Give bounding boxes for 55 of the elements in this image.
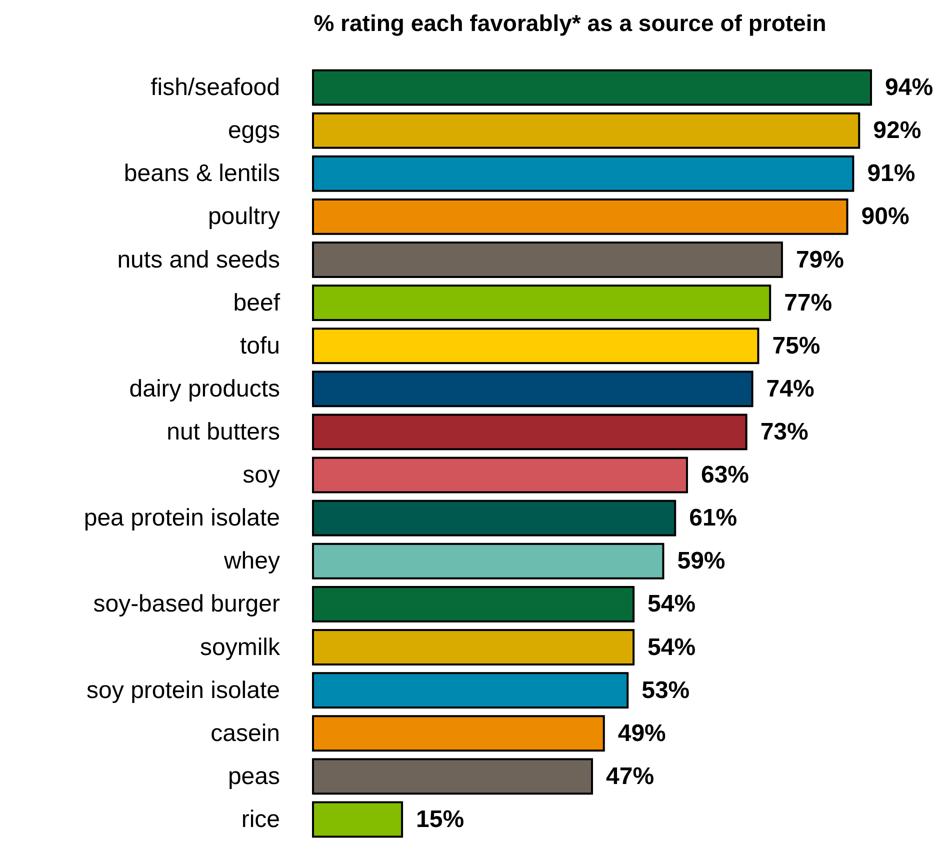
data-label: 61% (689, 504, 738, 532)
y-tick-label: rice (241, 806, 280, 833)
y-tick-label: whey (222, 548, 280, 575)
y-tick-label: fish/seafood (150, 74, 280, 102)
y-tick-label: beans & lentils (124, 160, 280, 188)
y-tick-label: eggs (228, 117, 280, 144)
bar (312, 672, 629, 709)
data-label: 49% (618, 720, 666, 747)
data-label: 75% (772, 332, 820, 360)
y-tick-label: beef (233, 289, 280, 316)
data-label: 15% (416, 806, 464, 833)
data-label: 47% (606, 762, 654, 790)
y-tick-label: soy-based burger (93, 590, 280, 618)
data-label: 79% (796, 246, 844, 274)
y-tick-label: nut butters (166, 418, 280, 446)
data-label: 54% (648, 590, 696, 618)
y-tick-label: tofu (240, 332, 280, 360)
bar (312, 414, 748, 450)
bar (312, 629, 635, 666)
bar (312, 542, 664, 580)
y-tick-label: peas (228, 762, 280, 790)
y-tick-label: poultry (208, 203, 280, 230)
bar (312, 112, 860, 149)
bar (312, 284, 772, 322)
data-label: 59% (677, 548, 726, 575)
data-label: 73% (760, 418, 808, 446)
bar (312, 69, 872, 106)
data-label: 90% (861, 203, 910, 230)
bar (312, 242, 783, 278)
data-label: 53% (642, 676, 690, 704)
bar (312, 198, 848, 235)
y-tick-label: soy protein isolate (86, 676, 280, 704)
data-label: 94% (885, 74, 934, 102)
data-label: 74% (766, 375, 814, 402)
bar (312, 370, 754, 408)
y-tick-label: dairy products (129, 375, 280, 402)
bar (312, 758, 593, 795)
data-label: 77% (784, 289, 832, 316)
data-label: 54% (648, 634, 696, 661)
data-label: 63% (700, 462, 750, 489)
bar (312, 715, 605, 752)
y-tick-label: soymilk (200, 634, 281, 661)
y-tick-label: nuts and seeds (117, 246, 280, 274)
bar (312, 801, 404, 838)
y-tick-label: casein (210, 720, 280, 747)
y-tick-label: soy (242, 462, 280, 489)
data-label: 91% (867, 160, 916, 188)
bar (312, 328, 760, 364)
bar (312, 456, 688, 494)
chart-title: % rating each favorably* as a source of protein (314, 10, 826, 36)
bar (312, 586, 635, 622)
data-label: 92% (873, 117, 922, 144)
y-tick-label: pea protein isolate (84, 504, 280, 532)
bar (312, 500, 676, 536)
bar (312, 155, 854, 192)
